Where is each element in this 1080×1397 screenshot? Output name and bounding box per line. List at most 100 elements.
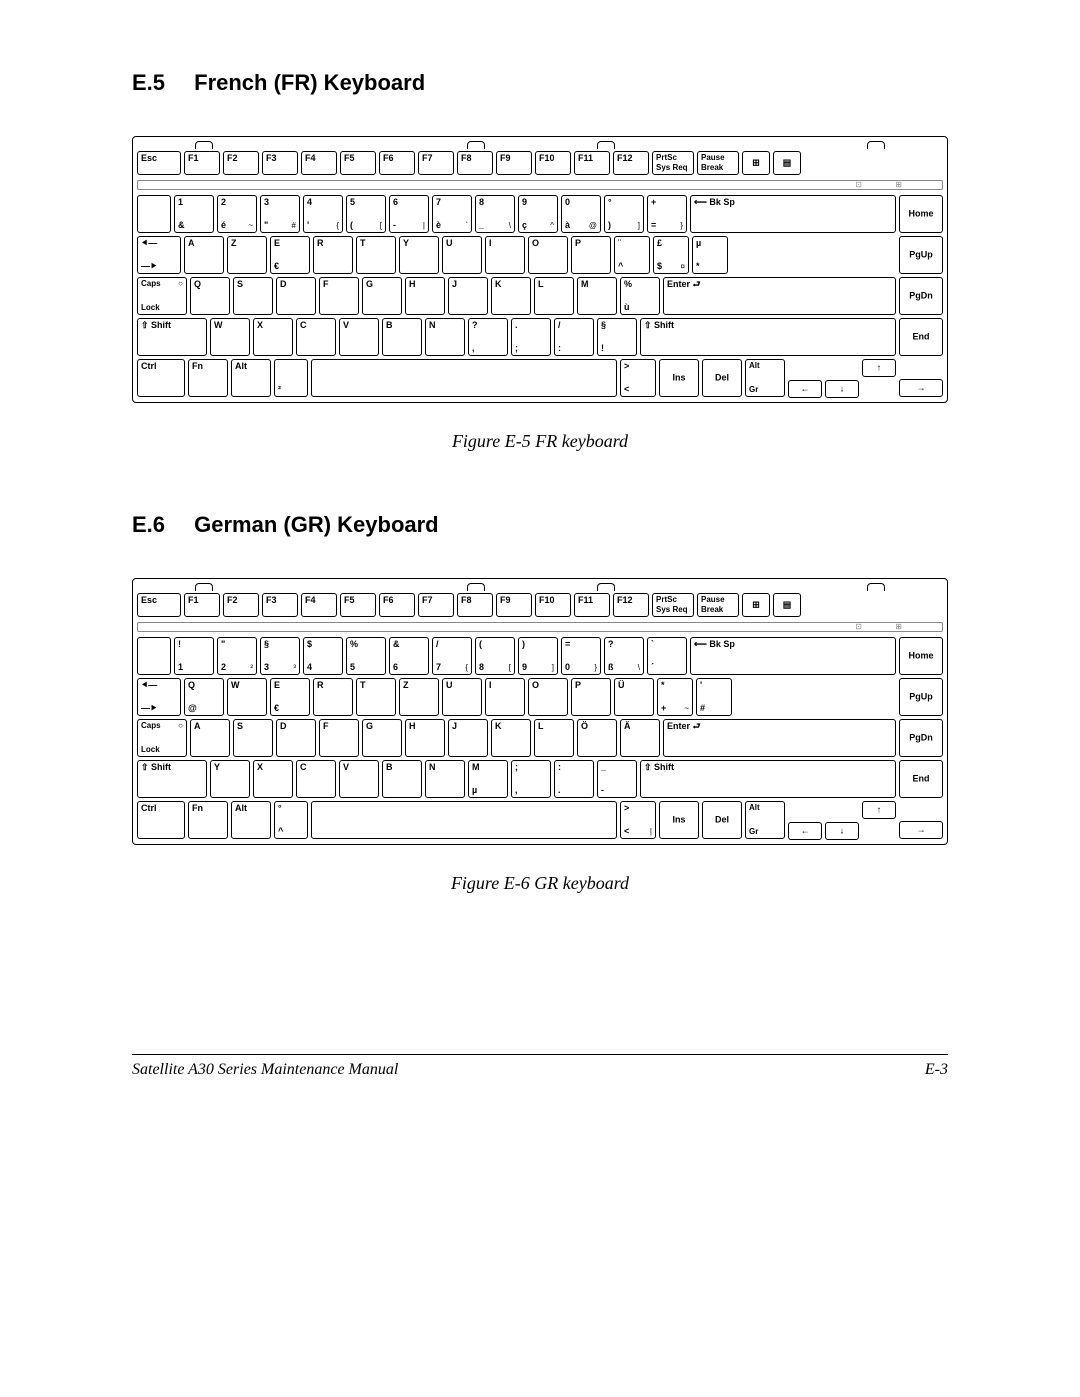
key-f12: F12 (613, 593, 649, 617)
key-home: Home (899, 195, 943, 233)
key-arrow-down: ↓ (825, 380, 859, 398)
key-f3: F3 (262, 151, 298, 175)
key-num-1: "2² (217, 637, 257, 675)
key-r2t-1: £$¤ (653, 236, 689, 274)
key-esc: Esc (137, 593, 181, 617)
key-Y: Y (210, 760, 250, 798)
key-end: End (899, 318, 943, 356)
key-num-1: 2é~ (217, 195, 257, 233)
key-shift-left: ⇧ Shift (137, 318, 207, 356)
key-pgdn: PgDn (899, 277, 943, 315)
key-L: L (534, 719, 574, 757)
key-M: M (577, 277, 617, 315)
key-arrow-left: ← (788, 380, 822, 398)
key-r4t-2: :. (554, 760, 594, 798)
key-alt: Alt (231, 801, 271, 839)
key-arrow-left: ← (788, 822, 822, 840)
key-X: X (253, 760, 293, 798)
key-enter: Enter ⮐ (663, 277, 896, 315)
key-W: W (227, 678, 267, 716)
key-C: C (296, 760, 336, 798)
key-num-3: $4 (303, 637, 343, 675)
key-f5: F5 (340, 593, 376, 617)
key-ctrl: Ctrl (137, 801, 185, 839)
key-f10: F10 (535, 593, 571, 617)
key-r4t-3: _- (597, 760, 637, 798)
key-backspace: ⟵ Bk Sp (690, 637, 896, 675)
key-shift-right: ⇧ Shift (640, 760, 896, 798)
key-f7: F7 (418, 593, 454, 617)
key-K: K (491, 277, 531, 315)
section-number: E.6 (132, 512, 188, 538)
key-tab: ⯇——⯈ (137, 236, 181, 274)
page-footer: Satellite A30 Series Maintenance Manual … (132, 1055, 948, 1079)
key-F: F (319, 277, 359, 315)
key-num-5: &6 (389, 637, 429, 675)
key-f12: F12 (613, 151, 649, 175)
key-f8: F8 (457, 593, 493, 617)
key-home: Home (899, 637, 943, 675)
key-num-4: 5([ (346, 195, 386, 233)
key-gtlt: >< (620, 359, 656, 397)
key-pgup: PgUp (899, 236, 943, 274)
key-J: J (448, 719, 488, 757)
key-G: G (362, 719, 402, 757)
key-Q: Q@ (184, 678, 224, 716)
key-num-8: 9ç^ (518, 195, 558, 233)
key-C: C (296, 318, 336, 356)
key-alt: Alt (231, 359, 271, 397)
section-heading-gr: E.6 German (GR) Keyboard (132, 512, 948, 538)
key-H: H (405, 719, 445, 757)
key-num-3: 4'{ (303, 195, 343, 233)
key-win: ⊞ (742, 593, 770, 617)
key-L: L (534, 277, 574, 315)
key-arrow-right: → (899, 821, 943, 839)
key-J: J (448, 277, 488, 315)
key-space (311, 801, 617, 839)
key-A: A (190, 719, 230, 757)
key-num-6: 7è` (432, 195, 472, 233)
key-f11: F11 (574, 151, 610, 175)
key-r2t-1: '# (696, 678, 732, 716)
key-num-7: (8[ (475, 637, 515, 675)
key-V: V (339, 318, 379, 356)
key-prtsc: PrtScSys Req (652, 151, 694, 175)
key-I: I (485, 236, 525, 274)
key-fn: Fn (188, 359, 228, 397)
key-menu: ▤ (773, 593, 801, 617)
key-f4: F4 (301, 593, 337, 617)
key-U: U (442, 678, 482, 716)
key-fn: Fn (188, 801, 228, 839)
key-num-0: !1 (174, 637, 214, 675)
key-capslock: ○CapsLock (137, 719, 187, 757)
footer-right: E-3 (925, 1061, 948, 1079)
figure-caption-gr: Figure E-6 GR keyboard (132, 873, 948, 894)
key-pause: PauseBreak (697, 151, 739, 175)
key-arrow-right: → (899, 379, 943, 397)
key-f10: F10 (535, 151, 571, 175)
key-r4t-1: ;, (511, 760, 551, 798)
key-O: O (528, 236, 568, 274)
key-Ü: Ü (614, 678, 654, 716)
key-f6: F6 (379, 151, 415, 175)
key-B: B (382, 318, 422, 356)
key-blank (137, 637, 171, 675)
key-num-2: 3"# (260, 195, 300, 233)
key-D: D (276, 719, 316, 757)
key-Q: Q (190, 277, 230, 315)
key-r2t-0: ¨^ (614, 236, 650, 274)
key-f9: F9 (496, 593, 532, 617)
key-arrow-up: ↑ (862, 359, 896, 377)
key-num-7: 8_\ (475, 195, 515, 233)
key-capslock: ○CapsLock (137, 277, 187, 315)
keyboard-fr: EscF1F2F3F4F5F6F7F8F9F10F11F12PrtScSys R… (132, 136, 948, 403)
key-E: E€ (270, 678, 310, 716)
keyboard-gr: EscF1F2F3F4F5F6F7F8F9F10F11F12PrtScSys R… (132, 578, 948, 845)
key-num-0: 1& (174, 195, 214, 233)
key-num-2: §3³ (260, 637, 300, 675)
key-ins: Ins (659, 801, 699, 839)
key-V: V (339, 760, 379, 798)
key-extra: ² (274, 359, 308, 397)
key-T: T (356, 236, 396, 274)
key-H: H (405, 277, 445, 315)
